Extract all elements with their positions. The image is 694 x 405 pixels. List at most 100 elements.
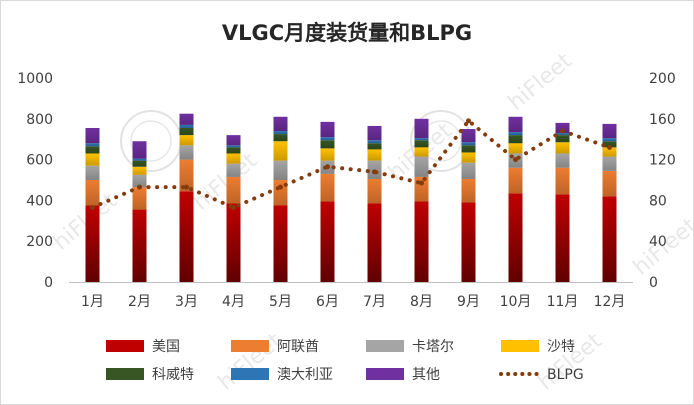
- bar-segment: [461, 152, 476, 163]
- bar-segment: [602, 156, 617, 171]
- bar-segment: [132, 160, 147, 167]
- y-tick-label: 1000: [17, 71, 53, 87]
- bar-segment: [179, 191, 194, 282]
- bar-segment: [367, 140, 382, 144]
- bar-segment: [602, 138, 617, 142]
- y-tick-label: 400: [26, 193, 53, 209]
- legend-swatch: [501, 340, 539, 352]
- bar-segment: [367, 178, 382, 204]
- bar-segment: [226, 147, 241, 154]
- legend-swatch: [231, 340, 269, 352]
- bar-segment: [273, 160, 288, 180]
- bar-segment: [320, 173, 335, 202]
- bar-segment: [273, 205, 288, 282]
- bar-segment: [555, 142, 570, 154]
- bar-segment: [179, 135, 194, 146]
- blpg-point: [184, 184, 189, 190]
- bar-segment: [602, 147, 617, 157]
- bar-segment: [367, 203, 382, 282]
- y2-tick-label: 40: [649, 234, 667, 250]
- legend-swatch: [231, 368, 269, 380]
- bar-segment: [132, 166, 147, 175]
- y2-tick-label: 80: [649, 193, 667, 209]
- bar-segment: [414, 118, 429, 139]
- y-tick-label: 600: [26, 153, 53, 169]
- blpg-point: [137, 184, 142, 190]
- bar-segment: [461, 142, 476, 146]
- bar-segment: [555, 135, 570, 143]
- legend-label: 卡塔尔: [412, 339, 454, 355]
- bar-segment: [320, 148, 335, 161]
- legend-label: 其他: [412, 367, 440, 383]
- legend-swatch: [106, 368, 144, 380]
- bar-segment: [461, 162, 476, 179]
- bar-segment: [508, 116, 523, 133]
- blpg-point: [278, 184, 283, 190]
- bar-segment: [85, 205, 100, 282]
- x-tick-label: 4月: [222, 294, 245, 310]
- bar-segment: [461, 145, 476, 153]
- chart-title: VLGC月度装货量和BLPG: [221, 21, 473, 45]
- x-tick-label: 12月: [594, 294, 626, 310]
- bar-segment: [132, 187, 147, 210]
- bar-segment: [555, 194, 570, 282]
- x-tick-label: 1月: [81, 294, 104, 310]
- y2-tick-label: 160: [649, 112, 676, 128]
- blpg-point: [90, 205, 95, 211]
- bar-segment: [85, 180, 100, 206]
- y-tick-label: 0: [44, 275, 53, 291]
- bar-segment: [602, 170, 617, 197]
- bar-segment: [367, 149, 382, 161]
- bar-segment: [132, 158, 147, 161]
- bar-segment: [555, 133, 570, 136]
- x-tick-label: 8月: [410, 294, 433, 310]
- bar-segment: [273, 131, 288, 135]
- bar-segment: [132, 209, 147, 282]
- blpg-point: [325, 164, 330, 170]
- bar-segment: [179, 124, 194, 128]
- blpg-point: [231, 205, 236, 211]
- legend-swatch: [366, 340, 404, 352]
- bar-segment: [508, 132, 523, 136]
- bar-segment: [179, 127, 194, 136]
- bar-segment: [132, 174, 147, 188]
- x-tick-label: 11月: [547, 294, 579, 310]
- bar-segment: [320, 140, 335, 149]
- x-tick-label: 2月: [128, 294, 151, 310]
- legend-label: 沙特: [547, 339, 575, 355]
- legend-label: 科威特: [152, 367, 194, 383]
- bar-segment: [273, 180, 288, 206]
- bar-segment: [461, 178, 476, 203]
- bar-segment: [367, 143, 382, 150]
- bar-segment: [226, 163, 241, 177]
- legend-swatch: [106, 340, 144, 352]
- legend-label: 阿联酋: [277, 338, 319, 355]
- bar-segment: [555, 153, 570, 168]
- bar-segment: [320, 121, 335, 138]
- bar-segment: [179, 159, 194, 192]
- legend-label: 澳大利亚: [277, 367, 333, 383]
- bar-segment: [85, 127, 100, 144]
- watermark-text: hiFleet: [189, 148, 262, 215]
- y-tick-label: 200: [26, 234, 53, 250]
- blpg-line: [90, 117, 612, 210]
- bar-segment: [85, 143, 100, 147]
- bar-segment: [226, 153, 241, 164]
- y-tick-label: 800: [26, 112, 53, 128]
- blpg-point: [607, 144, 612, 150]
- y2-tick-label: 200: [649, 71, 676, 87]
- bar-segment: [414, 140, 429, 148]
- bar-segment: [226, 176, 241, 204]
- legend-label: BLPG: [547, 367, 584, 383]
- bar-segment: [179, 145, 194, 160]
- legend-label: 美国: [152, 339, 180, 355]
- bar-segment: [414, 147, 429, 157]
- bar-segment: [226, 145, 241, 148]
- bar-segment: [508, 143, 523, 154]
- bar-segment: [602, 141, 617, 148]
- x-tick-label: 3月: [175, 294, 198, 310]
- bar-segment: [602, 196, 617, 282]
- blpg-point: [372, 169, 377, 175]
